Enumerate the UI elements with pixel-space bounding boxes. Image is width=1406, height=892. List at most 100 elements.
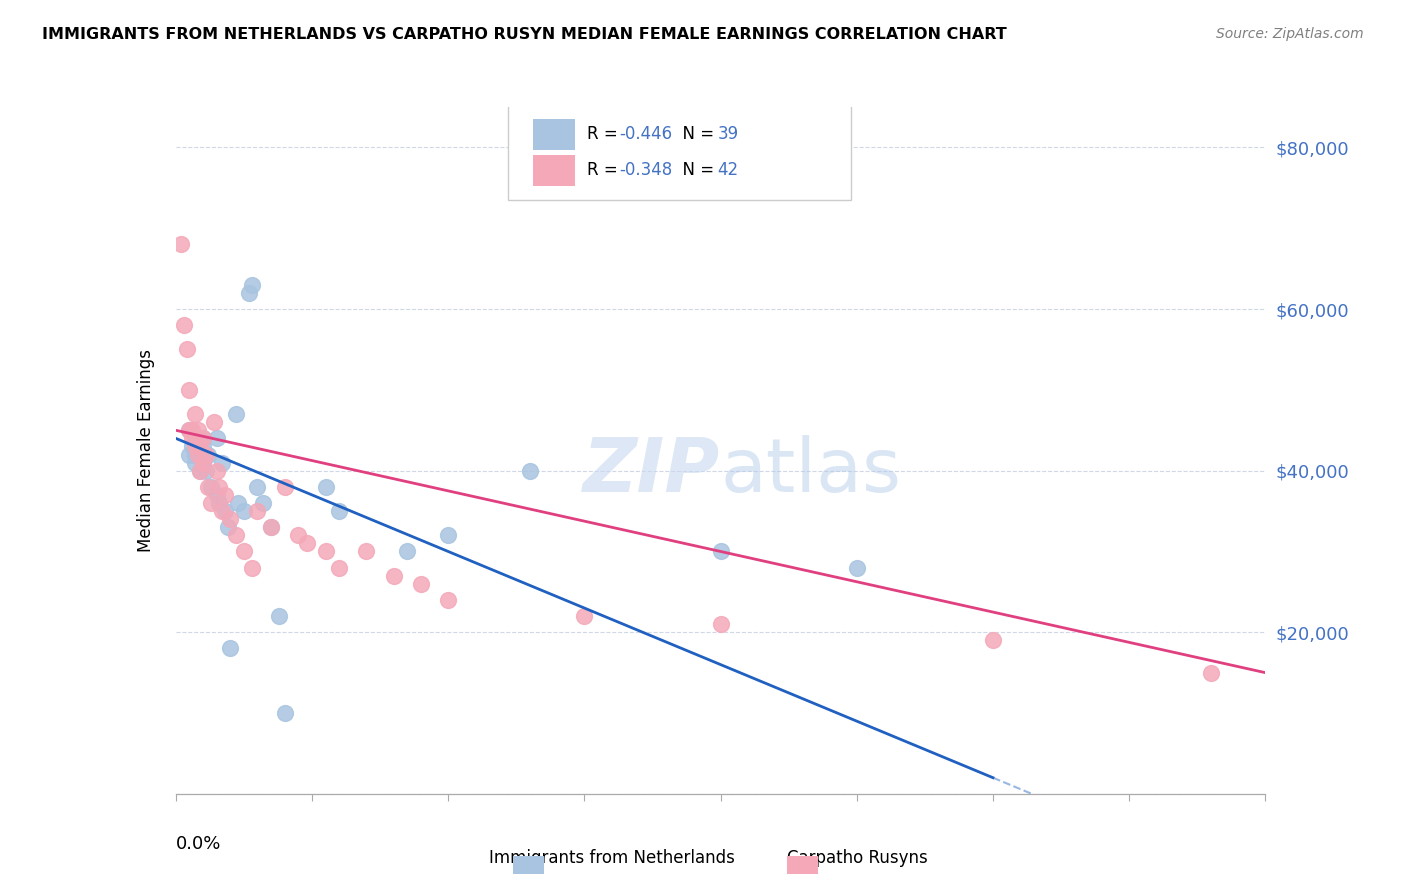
Point (225, 528, 247, 542)
Point (191, 439, 214, 453)
Text: 0.0%: 0.0% (176, 835, 221, 853)
Point (197, 448, 219, 462)
Point (191, 431, 214, 445)
Point (260, 520, 283, 534)
Text: -0.348: -0.348 (619, 161, 672, 179)
Point (179, 423, 201, 437)
Point (181, 423, 204, 437)
Text: 39: 39 (717, 125, 738, 143)
Point (240, 277, 263, 292)
Text: atlas: atlas (721, 434, 901, 508)
Y-axis label: Median Female Earnings: Median Female Earnings (136, 349, 155, 552)
Point (225, 407, 247, 421)
Point (246, 504, 269, 518)
Text: Immigrants from Netherlands: Immigrants from Netherlands (489, 849, 734, 867)
Point (382, 568, 405, 582)
Point (188, 439, 211, 453)
Point (211, 456, 233, 470)
Point (1199, 665, 1222, 680)
Point (260, 520, 283, 534)
Point (214, 504, 236, 518)
Point (710, 617, 733, 632)
Point (519, 464, 541, 478)
Point (574, 609, 596, 624)
Text: R =: R = (586, 125, 623, 143)
Point (179, 448, 201, 462)
Point (179, 383, 201, 397)
Point (173, 318, 195, 333)
Point (232, 504, 254, 518)
Point (194, 448, 217, 462)
Point (274, 480, 297, 494)
Point (184, 439, 207, 453)
Point (200, 480, 222, 494)
Point (184, 431, 207, 445)
Text: Carpatho Rusyns: Carpatho Rusyns (787, 849, 928, 867)
Point (186, 448, 209, 462)
Text: R =: R = (586, 161, 623, 179)
Point (188, 464, 211, 478)
Text: Source: ZipAtlas.com: Source: ZipAtlas.com (1216, 27, 1364, 41)
Point (287, 528, 309, 542)
Point (396, 544, 419, 558)
Point (186, 439, 209, 453)
Point (181, 431, 204, 445)
Text: 42: 42 (717, 161, 738, 179)
Point (409, 576, 432, 591)
Point (238, 285, 260, 300)
Point (252, 496, 274, 510)
Text: ZIP: ZIP (583, 434, 721, 508)
FancyBboxPatch shape (508, 100, 852, 200)
Point (170, 237, 193, 252)
Point (246, 480, 269, 494)
Point (194, 464, 217, 478)
Point (437, 528, 460, 542)
Point (184, 448, 207, 462)
Point (328, 560, 350, 574)
Point (219, 512, 242, 526)
Point (295, 536, 318, 550)
Point (191, 431, 214, 445)
Point (191, 456, 214, 470)
Point (217, 520, 239, 534)
Point (208, 480, 231, 494)
Text: N =: N = (672, 125, 718, 143)
Text: -0.446: -0.446 (619, 125, 672, 143)
Point (315, 544, 337, 558)
Text: N =: N = (672, 161, 718, 179)
Point (202, 415, 225, 429)
Point (197, 480, 219, 494)
Point (205, 488, 228, 502)
Point (269, 609, 291, 624)
Point (176, 343, 198, 357)
Point (845, 560, 868, 574)
Point (208, 496, 231, 510)
Point (232, 544, 254, 558)
Point (186, 423, 209, 437)
Point (240, 560, 263, 574)
Point (315, 480, 337, 494)
Point (214, 488, 236, 502)
Point (211, 504, 233, 518)
Text: IMMIGRANTS FROM NETHERLANDS VS CARPATHO RUSYN MEDIAN FEMALE EARNINGS CORRELATION: IMMIGRANTS FROM NETHERLANDS VS CARPATHO … (42, 27, 1007, 42)
FancyBboxPatch shape (533, 119, 575, 150)
Point (181, 439, 204, 453)
Point (205, 464, 228, 478)
Point (205, 431, 228, 445)
Point (437, 593, 460, 607)
Point (184, 407, 207, 421)
FancyBboxPatch shape (533, 155, 575, 186)
Point (219, 641, 242, 656)
Point (191, 456, 214, 470)
Point (356, 544, 378, 558)
Point (184, 456, 207, 470)
Point (981, 633, 1004, 648)
Point (228, 496, 250, 510)
Point (179, 423, 201, 437)
Point (274, 706, 297, 720)
Point (710, 544, 733, 558)
Point (186, 448, 209, 462)
Point (188, 464, 211, 478)
Point (328, 504, 350, 518)
Point (200, 496, 222, 510)
